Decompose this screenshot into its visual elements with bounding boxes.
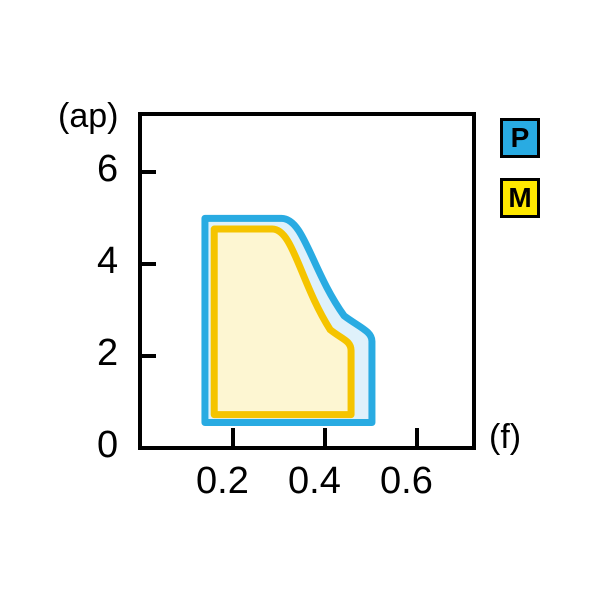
y-axis-caption: (ap) <box>58 97 119 135</box>
y-tick-label-6: 6 <box>97 148 119 190</box>
legend-badge-m[interactable]: M <box>500 178 540 218</box>
x-tick-label-0.4: 0.4 <box>288 460 341 502</box>
series-region-m <box>210 225 355 419</box>
y-tick-label-0: 0 <box>97 424 119 466</box>
y-tick-2 <box>138 354 156 358</box>
y-tick-label-2: 2 <box>97 332 119 374</box>
x-tick-label-0.2: 0.2 <box>196 460 249 502</box>
x-tick-0.4 <box>323 428 327 446</box>
y-tick-label-4: 4 <box>97 240 119 282</box>
x-tick-0.2 <box>231 428 235 446</box>
x-tick-label-0.6: 0.6 <box>380 460 433 502</box>
legend-badge-p[interactable]: P <box>500 118 540 158</box>
x-tick-0.6 <box>415 428 419 446</box>
y-tick-4 <box>138 262 156 266</box>
y-tick-6 <box>138 170 156 174</box>
x-axis-caption: (f) <box>489 418 522 456</box>
